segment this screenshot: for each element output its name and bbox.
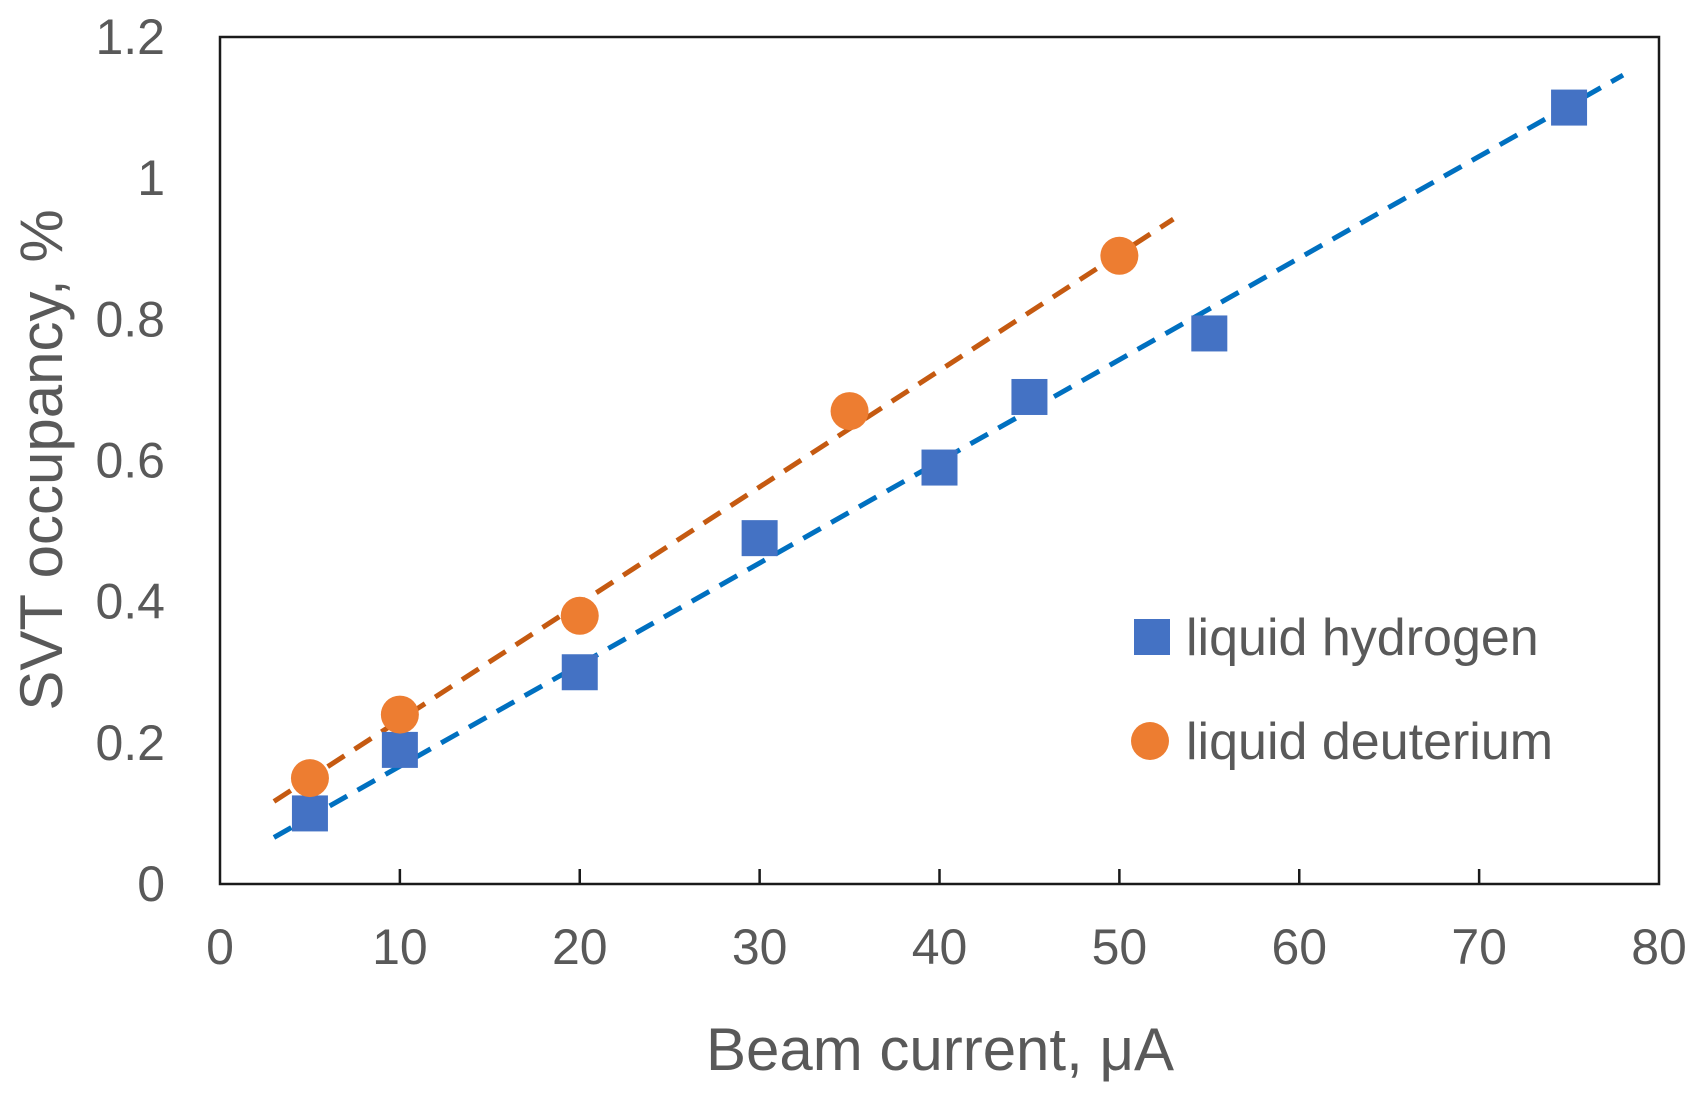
legend-marker-liquid-hydrogen [1134,619,1170,655]
data-point-liquid-deuterium [1100,236,1139,275]
x-tick-label: 40 [912,919,968,975]
x-axis-title: Beam current, μA [706,1016,1174,1083]
legend-label-liquid-deuterium: liquid deuterium [1186,713,1553,771]
trendline-liquid-deuterium [272,217,1175,804]
x-tick-label: 0 [206,919,234,975]
y-tick-label: 0 [137,856,165,912]
data-point-liquid-hydrogen [1551,89,1588,126]
data-point-liquid-deuterium [560,596,599,635]
data-point-liquid-hydrogen [741,520,778,557]
y-tick-label: 0.8 [95,291,165,347]
x-tick-label: 10 [372,919,428,975]
legend-marker-liquid-deuterium [1131,722,1169,760]
data-point-liquid-hydrogen [291,795,328,832]
data-point-liquid-hydrogen [561,654,598,691]
x-axis-ticks: 0 10 20 30 40 50 60 70 80 [206,869,1687,975]
data-point-liquid-deuterium [830,392,869,431]
data-point-liquid-hydrogen [381,731,418,768]
data-markers [290,89,1588,832]
x-tick-label: 60 [1271,919,1327,975]
x-tick-label: 20 [552,919,608,975]
y-axis-title: SVT occupancy, % [8,209,75,710]
y-tick-label: 0.4 [95,574,165,630]
data-point-liquid-hydrogen [921,449,958,486]
y-tick-label: 1 [137,150,165,206]
x-tick-label: 70 [1451,919,1507,975]
data-point-liquid-hydrogen [1011,378,1048,415]
data-point-liquid-deuterium [290,759,329,798]
data-point-liquid-deuterium [380,695,419,734]
data-point-liquid-hydrogen [1191,315,1228,352]
legend-label-liquid-hydrogen: liquid hydrogen [1186,609,1539,667]
x-tick-label: 80 [1631,919,1687,975]
x-tick-label: 30 [732,919,788,975]
y-axis-ticks: 0 0.2 0.4 0.6 0.8 1 1.2 [95,9,165,912]
y-tick-label: 1.2 [95,9,165,65]
legend: liquid hydrogen liquid deuterium [1131,609,1553,771]
y-tick-label: 0.2 [95,715,165,771]
x-tick-label: 50 [1092,919,1148,975]
y-tick-label: 0.6 [95,433,165,489]
